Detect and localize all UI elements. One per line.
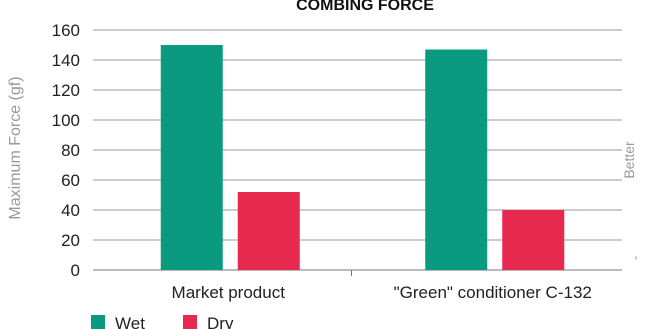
- y-tick-label: 160: [52, 21, 80, 40]
- category-label: "Green" conditioner C-132: [394, 283, 592, 302]
- y-tick-label: 20: [61, 231, 80, 250]
- bar-dry: [237, 192, 300, 270]
- y-tick-label: 40: [61, 201, 80, 220]
- legend-swatch: [183, 315, 197, 329]
- y-axis-label: Maximum Force (gf): [7, 76, 24, 219]
- category-labels: Market product "Green" conditioner C-132: [172, 283, 592, 302]
- legend-label: Dry: [207, 314, 234, 329]
- bar-wet: [160, 45, 223, 270]
- y-tick-label: 140: [52, 51, 80, 70]
- better-label: Better: [621, 141, 637, 179]
- bar-dry: [502, 210, 565, 270]
- legend-swatch: [91, 315, 105, 329]
- legend-label: Wet: [115, 314, 145, 329]
- better-mark: ,: [634, 245, 638, 261]
- bar-wet: [425, 49, 488, 270]
- y-tick-labels: 0 20 40 60 80 100 120 140 160: [52, 21, 80, 280]
- y-tick-label: 0: [71, 261, 80, 280]
- category-label: Market product: [172, 283, 286, 302]
- y-tick-label: 80: [61, 141, 80, 160]
- chart-title: COMBING FORCE: [296, 0, 434, 14]
- y-tick-label: 60: [61, 171, 80, 190]
- y-tick-label: 120: [52, 81, 80, 100]
- bars: [160, 45, 565, 270]
- legend: Wet Dry: [91, 314, 234, 329]
- y-tick-label: 100: [52, 111, 80, 130]
